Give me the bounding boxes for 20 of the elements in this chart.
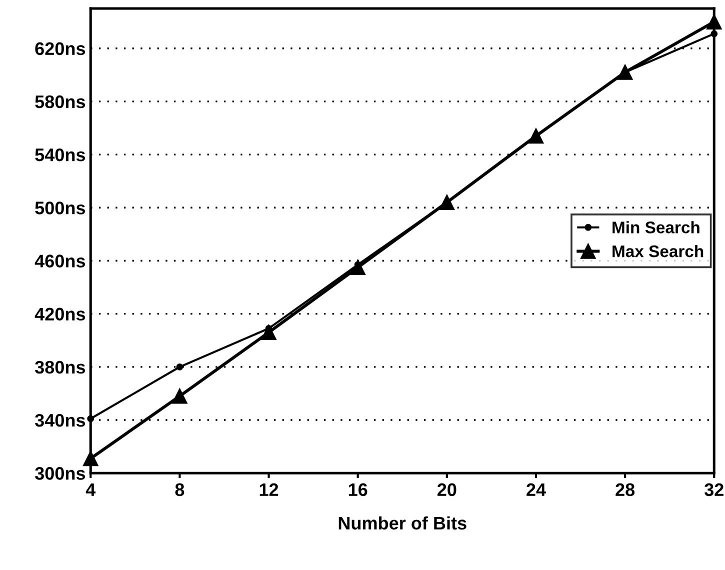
y-tick-label: 500ns	[35, 202, 86, 214]
x-tick-label: 16	[348, 483, 368, 496]
x-tick-label: 20	[437, 483, 456, 496]
x-tick-label: 12	[260, 483, 278, 496]
x-tick-label: 28	[616, 483, 635, 496]
x-tick-label: 24	[526, 483, 546, 496]
x-axis-title: Number of Bits	[338, 516, 466, 530]
y-tick-label: 340ns	[34, 414, 86, 427]
y-tick-label: 420ns	[34, 308, 86, 321]
y-tick-label: 540ns	[35, 148, 86, 162]
x-tick-label: 32	[704, 483, 724, 496]
y-tick-label: 380ns	[34, 360, 86, 374]
y-tick-label: 460ns	[34, 254, 86, 268]
legend-label: Max Search	[612, 244, 704, 258]
y-tick-label: 580ns	[35, 95, 86, 108]
x-tick-label: 8	[175, 483, 184, 496]
y-tick-label: 300ns	[34, 467, 86, 480]
y-tick-label: 620ns	[35, 42, 86, 56]
x-tick-label: 4	[86, 483, 96, 496]
legend-label: Min Search	[612, 221, 700, 234]
